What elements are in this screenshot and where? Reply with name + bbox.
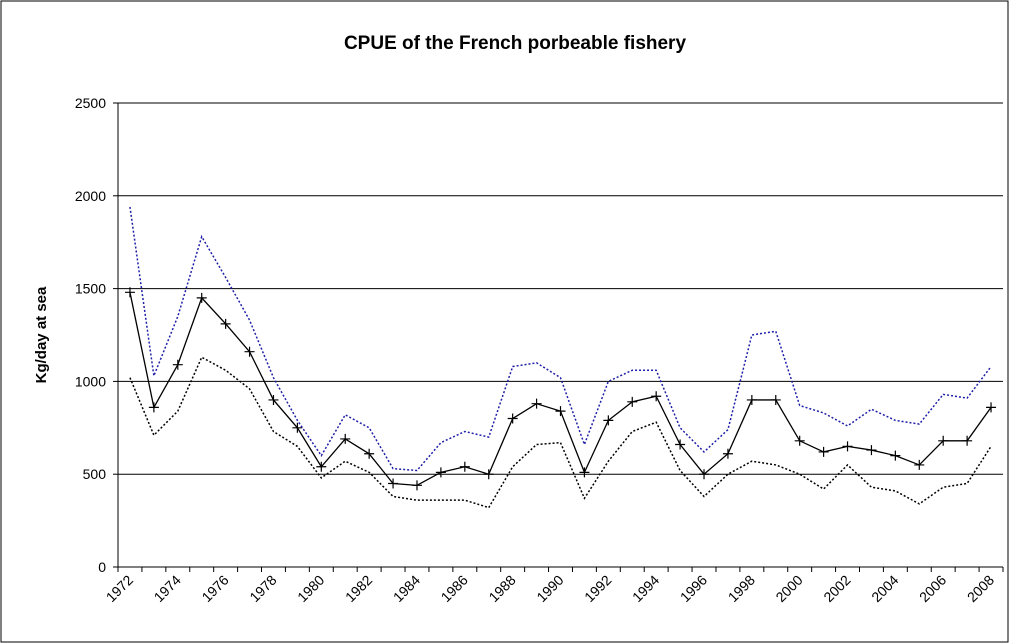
point-marker — [340, 433, 351, 444]
point-marker — [890, 450, 901, 461]
point-marker — [675, 439, 686, 450]
point-marker — [364, 448, 375, 459]
point-marker — [435, 467, 446, 478]
point-marker — [531, 398, 542, 409]
point-marker — [699, 469, 710, 480]
point-marker — [579, 467, 590, 478]
y-tick-label: 0 — [98, 559, 106, 575]
series-line — [129, 356, 992, 509]
y-tick-label: 1000 — [75, 373, 106, 389]
point-marker — [914, 459, 925, 470]
point-marker — [627, 396, 638, 407]
point-marker — [220, 318, 231, 329]
point-marker — [794, 435, 805, 446]
y-tick-label: 1500 — [75, 281, 106, 297]
point-marker — [818, 446, 829, 457]
point-marker — [244, 346, 255, 357]
point-marker — [746, 394, 757, 405]
y-axis-label: Kg/day at sea — [33, 286, 50, 383]
point-marker — [459, 461, 470, 472]
point-marker — [842, 441, 853, 452]
point-marker — [722, 448, 733, 459]
point-marker — [388, 478, 399, 489]
point-marker — [124, 287, 135, 298]
y-tick-label: 2000 — [75, 188, 106, 204]
point-marker — [986, 402, 997, 413]
point-marker — [603, 415, 614, 426]
point-marker — [316, 461, 327, 472]
point-marker — [172, 359, 183, 370]
point-marker — [292, 422, 303, 433]
point-marker — [962, 435, 973, 446]
series-line — [129, 206, 992, 472]
chart-title: CPUE of the French porbeable fishery — [344, 33, 686, 54]
point-marker — [507, 413, 518, 424]
point-marker — [651, 391, 662, 402]
point-marker — [770, 394, 781, 405]
point-marker — [196, 292, 207, 303]
point-marker — [555, 406, 566, 417]
point-marker — [411, 480, 422, 491]
point-marker — [483, 469, 494, 480]
point-marker — [866, 445, 877, 456]
point-marker — [148, 402, 159, 413]
point-marker — [938, 435, 949, 446]
y-tick-label: 2500 — [75, 95, 106, 111]
point-marker — [268, 394, 279, 405]
y-tick-label: 500 — [83, 466, 107, 482]
